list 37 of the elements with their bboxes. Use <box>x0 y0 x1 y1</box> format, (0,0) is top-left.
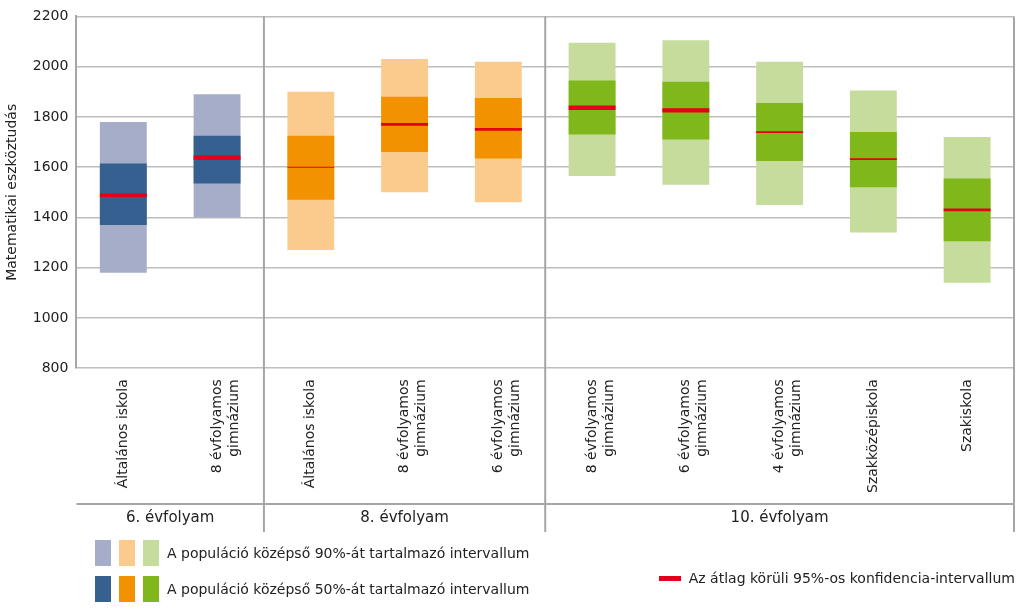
y-tick-label: 2200 <box>32 7 69 24</box>
bar <box>568 105 616 110</box>
x-tick-label: Általános iskola <box>301 379 318 489</box>
text: 8. évfolyam <box>360 507 449 526</box>
y-tick-label: 1800 <box>32 107 69 124</box>
bar <box>849 132 897 188</box>
bar <box>474 98 522 159</box>
bar <box>193 135 241 184</box>
y-tick-label: 1000 <box>32 308 69 325</box>
bar <box>943 208 991 212</box>
bar <box>381 122 429 126</box>
bar <box>662 108 710 113</box>
text: 6. évfolyam <box>125 507 215 526</box>
y-axis-title: Matematikai eszköztudás <box>3 103 20 281</box>
bar <box>474 127 522 131</box>
y-tick-label: 1200 <box>32 258 69 275</box>
x-tick-label: Általános iskola <box>113 379 130 489</box>
y-tick-label: 800 <box>41 358 69 375</box>
legend-label: A populáció középső 90%-át tartalmazó intervallum <box>167 545 530 561</box>
bar <box>756 103 804 161</box>
text: 10. évfolyam <box>730 507 829 526</box>
y-tick-label: 2000 <box>32 57 69 74</box>
x-tick-label: Szakiskola <box>957 379 974 452</box>
bar <box>943 178 991 242</box>
bar <box>381 96 429 153</box>
bar <box>287 135 335 200</box>
y-tick-label: 1600 <box>32 157 69 174</box>
bar <box>568 80 616 135</box>
x-tick-label: 8 évfolyamos gimnázium <box>395 379 429 474</box>
x-tick-label: 8 évfolyamos gimnázium <box>207 379 241 474</box>
bar <box>193 155 241 160</box>
y-tick-label: 1400 <box>32 208 69 225</box>
legend-label: A populáció középső 50%-át tartalmazó intervallum <box>167 581 530 597</box>
legend-label: Az átlag körüli 95%-os konfidencia-intervallum <box>688 570 1015 586</box>
bar <box>662 81 710 140</box>
bar <box>99 163 147 225</box>
x-tick-label: Szakközépiskola <box>864 379 881 494</box>
